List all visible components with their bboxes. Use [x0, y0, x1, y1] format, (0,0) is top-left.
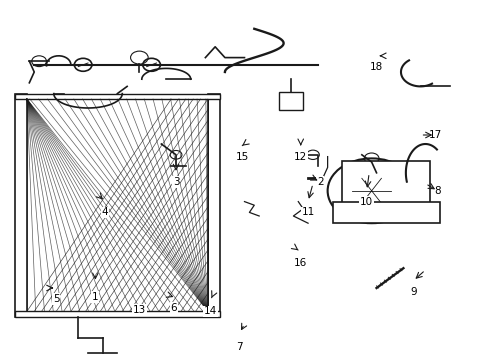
Text: 10: 10 [360, 197, 372, 207]
Bar [342, 161, 429, 209]
Text: 14: 14 [203, 306, 217, 316]
Text: 7: 7 [236, 342, 243, 352]
Text: 8: 8 [433, 186, 440, 196]
Text: 11: 11 [301, 207, 314, 217]
Text: 15: 15 [235, 152, 248, 162]
Bar [278, 92, 303, 110]
Text: 2: 2 [316, 177, 323, 187]
FancyBboxPatch shape [15, 94, 220, 99]
Text: 1: 1 [92, 292, 99, 302]
Text: 5: 5 [53, 294, 60, 304]
Text: 3: 3 [172, 177, 179, 187]
FancyBboxPatch shape [207, 94, 220, 317]
Text: 17: 17 [427, 130, 441, 140]
Text: 13: 13 [132, 305, 146, 315]
FancyBboxPatch shape [332, 202, 439, 223]
Text: 18: 18 [369, 62, 383, 72]
Text: 16: 16 [293, 258, 307, 268]
FancyBboxPatch shape [15, 311, 220, 317]
Text: 12: 12 [293, 152, 307, 162]
Text: 9: 9 [409, 287, 416, 297]
Text: 6: 6 [170, 303, 177, 313]
FancyBboxPatch shape [15, 94, 27, 317]
Text: 4: 4 [102, 207, 108, 217]
